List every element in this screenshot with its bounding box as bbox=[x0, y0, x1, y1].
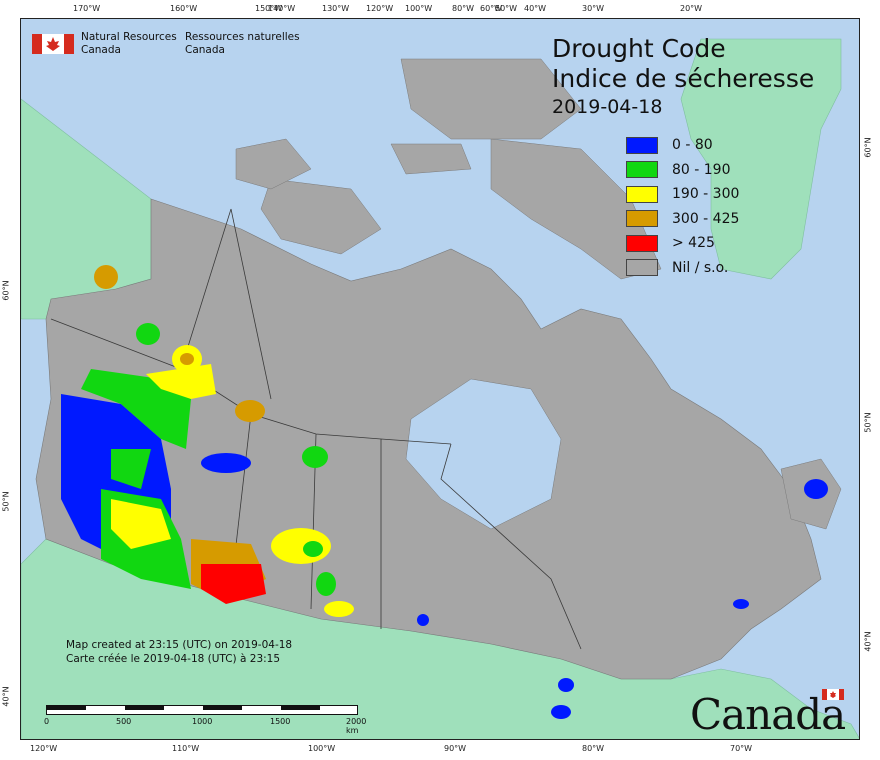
tick-top-80w: 80°W bbox=[452, 4, 475, 13]
tick-top-170w: 170°W bbox=[73, 4, 101, 13]
tick-left-60n: 60°N bbox=[1, 280, 11, 301]
legend-item-1: 80 - 190 bbox=[626, 158, 739, 183]
tick-top-160w: 160°W bbox=[170, 4, 198, 13]
yellow-zone-north-ab bbox=[146, 364, 216, 399]
tick-top-20w: 20°W bbox=[680, 4, 703, 13]
yellow-zone-south-bc bbox=[111, 499, 171, 549]
scale-seg-1 bbox=[125, 706, 164, 710]
tick-top-60w: 60°W bbox=[480, 4, 503, 13]
scale-label-1500: 1500 bbox=[270, 717, 291, 726]
arctic-island-devon bbox=[390, 143, 472, 175]
blue-spot-sask-north bbox=[201, 453, 251, 473]
scale-label-0: 0 bbox=[44, 717, 50, 726]
map-canvas bbox=[21, 38, 859, 739]
map-date: 2019-04-18 bbox=[552, 96, 663, 118]
scale-label-2000: 2000 km bbox=[346, 717, 367, 735]
tick-left-40n: 40°N bbox=[1, 686, 11, 707]
arctic-island-ellesmere bbox=[400, 58, 582, 140]
legend-label-5: Nil / s.o. bbox=[672, 259, 729, 276]
legend-swatch-3 bbox=[626, 210, 658, 228]
legend-label-2: 190 - 300 bbox=[672, 186, 740, 203]
tick-right-50n: 50°N bbox=[863, 412, 873, 433]
green-spot-manitoba bbox=[303, 541, 323, 557]
green-spot-nunavut bbox=[302, 446, 328, 468]
blue-spot-on-3 bbox=[551, 705, 571, 719]
legend-label-3: 300 - 425 bbox=[672, 210, 740, 227]
tick-top-100w: 100°W bbox=[405, 4, 433, 13]
legend-item-0: 0 - 80 bbox=[626, 133, 739, 158]
legend-item-4: > 425 bbox=[626, 231, 739, 256]
tick-bottom-110w: 110°W bbox=[172, 744, 200, 753]
tick-top-140w: 140°W bbox=[268, 4, 296, 13]
canada-wordmark-flag-icon bbox=[822, 689, 844, 700]
legend-item-5: Nil / s.o. bbox=[626, 256, 739, 281]
green-zone-upper-bc bbox=[111, 449, 151, 489]
legend-item-3: 300 - 425 bbox=[626, 207, 739, 232]
credits-en: Map created at 23:15 (UTC) on 2019-04-18 bbox=[66, 639, 293, 651]
canada-wordmark: Canada bbox=[690, 690, 846, 739]
agency-en: Natural Resources Canada bbox=[81, 31, 177, 57]
tick-bottom-100w: 100°W bbox=[308, 744, 336, 753]
blue-spot-nl bbox=[804, 479, 828, 499]
boundary-lines bbox=[50, 208, 582, 650]
scale-bar-track bbox=[46, 705, 358, 715]
blue-spot-on-1 bbox=[417, 614, 429, 626]
scale-label-500: 500 bbox=[116, 717, 132, 726]
tick-bottom-90w: 90°W bbox=[444, 744, 467, 753]
agency-en-line1: Natural Resources bbox=[81, 31, 177, 43]
tick-top-50w: 50°W bbox=[495, 4, 518, 13]
scale-seg-0 bbox=[47, 706, 86, 710]
orange-spot-nwt bbox=[180, 353, 194, 365]
greenland-landmass bbox=[680, 38, 842, 280]
legend-label-4: > 425 bbox=[672, 235, 715, 252]
red-zone-sask bbox=[201, 564, 266, 604]
canada-flag-icon bbox=[32, 34, 74, 54]
tick-right-40n: 40°N bbox=[863, 631, 873, 652]
agency-fr-line2: Canada bbox=[185, 44, 225, 56]
arctic-island-baffin bbox=[490, 138, 662, 280]
tick-top-120w: 120°W bbox=[366, 4, 394, 13]
map-credits: Map created at 23:15 (UTC) on 2019-04-18… bbox=[66, 638, 292, 666]
drought-code-map[interactable] bbox=[20, 18, 860, 740]
agency-fr-line1: Ressources naturelles bbox=[185, 31, 300, 43]
tick-top-40w: 40°W bbox=[524, 4, 547, 13]
legend-swatch-0 bbox=[626, 136, 658, 154]
orange-spot-great-slave bbox=[235, 400, 265, 422]
agency-fr: Ressources naturelles Canada bbox=[185, 31, 300, 57]
agency-en-line2: Canada bbox=[81, 44, 121, 56]
scale-seg-2 bbox=[203, 706, 242, 710]
tick-bottom-70w: 70°W bbox=[730, 744, 753, 753]
blue-spot-ns bbox=[733, 599, 749, 609]
legend-swatch-4 bbox=[626, 234, 658, 252]
legend-swatch-1 bbox=[626, 161, 658, 179]
hudson-bay bbox=[405, 378, 562, 530]
tick-right-60n: 60°N bbox=[863, 137, 873, 158]
arctic-island-victoria bbox=[260, 178, 382, 255]
map-title-en: Drought Code bbox=[552, 34, 726, 63]
legend-label-1: 80 - 190 bbox=[672, 161, 731, 178]
scale-seg-3 bbox=[281, 706, 320, 710]
map-title-fr: Indice de sécheresse bbox=[552, 64, 815, 93]
tick-bottom-80w: 80°W bbox=[582, 744, 605, 753]
green-spot-nwt bbox=[136, 323, 160, 345]
tick-left-50n: 50°N bbox=[1, 491, 11, 512]
arctic-island-banks bbox=[235, 138, 312, 190]
green-spot-south-mb bbox=[316, 572, 336, 596]
yellow-spot-ont-west bbox=[324, 601, 354, 617]
legend-item-2: 190 - 300 bbox=[626, 182, 739, 207]
tick-bottom-120w: 120°W bbox=[30, 744, 58, 753]
credits-fr: Carte créée le 2019-04-18 (UTC) à 23:15 bbox=[66, 653, 281, 665]
orange-spot-yukon bbox=[94, 265, 118, 289]
tick-top-30w: 30°W bbox=[582, 4, 605, 13]
scale-label-1000: 1000 bbox=[192, 717, 213, 726]
blue-spot-on-2 bbox=[558, 678, 574, 692]
tick-top-150w: 150°W bbox=[255, 4, 283, 13]
legend-label-0: 0 - 80 bbox=[672, 137, 713, 154]
legend: 0 - 80 80 - 190 190 - 300 300 - 425 > 42… bbox=[626, 133, 739, 280]
tick-top-130w: 130°W bbox=[322, 4, 350, 13]
legend-swatch-2 bbox=[626, 185, 658, 203]
legend-swatch-5 bbox=[626, 259, 658, 277]
